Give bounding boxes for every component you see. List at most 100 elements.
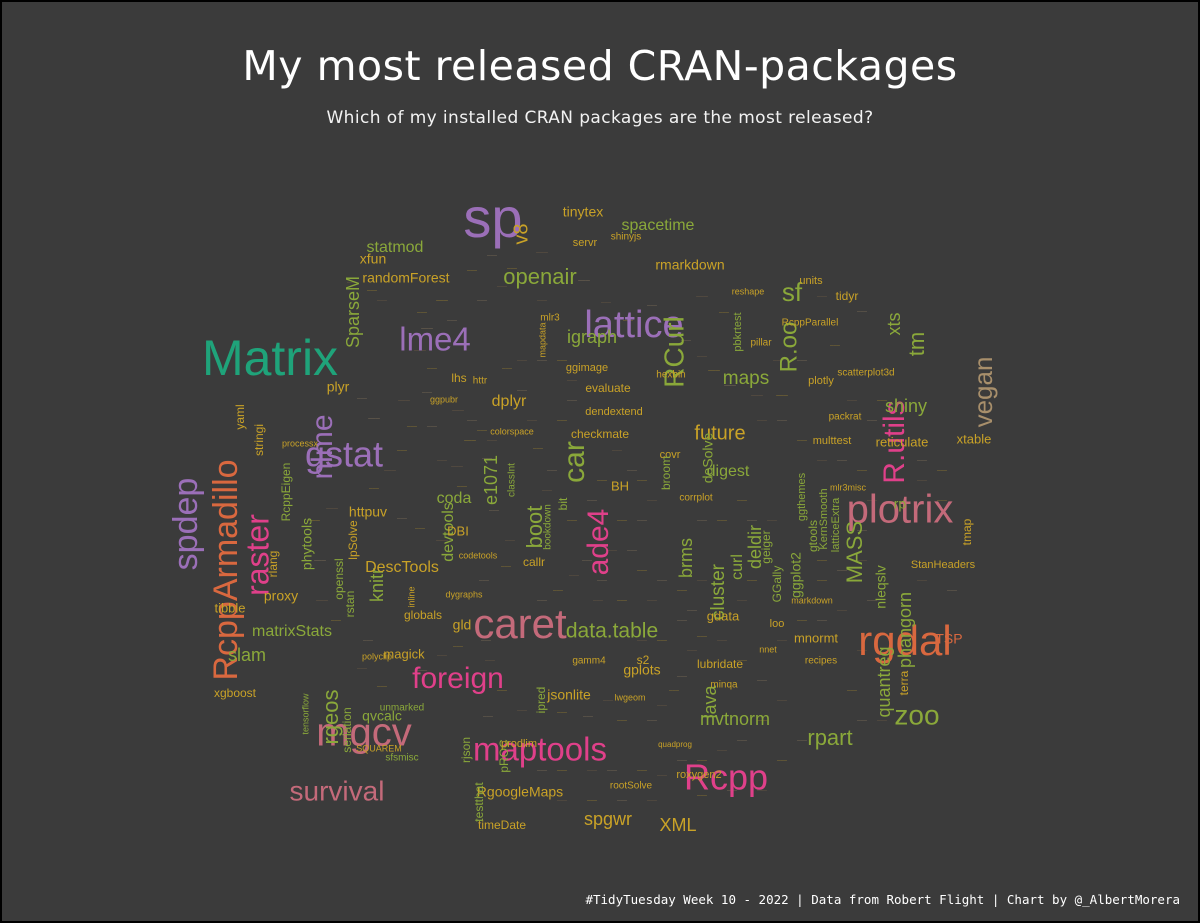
- filler-word: ‒‒‒: [777, 418, 788, 424]
- word-ade4: ade4: [582, 509, 615, 576]
- filler-word: ‒‒‒: [357, 396, 368, 402]
- filler-word: ‒‒‒: [797, 438, 808, 444]
- word-survival: survival: [290, 775, 385, 806]
- filler-word: ‒‒‒: [367, 288, 378, 294]
- filler-word: ‒‒‒: [483, 714, 494, 720]
- word-zoo: zoo: [894, 699, 939, 730]
- filler-word: ‒‒‒: [717, 518, 728, 524]
- word-plyr: plyr: [327, 379, 350, 395]
- filler-word: ‒‒‒: [578, 277, 590, 284]
- filler-word: ‒‒‒: [647, 718, 658, 724]
- filler-word: ‒‒‒: [617, 798, 628, 804]
- filler-word: ‒‒‒: [542, 488, 553, 494]
- filler-word: ‒‒‒: [677, 588, 688, 594]
- word-rcpparmadillo: RcppArmadillo: [207, 459, 245, 680]
- filler-word: ‒‒‒: [482, 456, 493, 462]
- word-dygraphs: dygraphs: [445, 589, 483, 599]
- filler-word: ‒‒‒: [537, 768, 548, 774]
- word-lwgeom: lwgeom: [614, 692, 645, 702]
- filler-word: ‒‒‒: [427, 366, 438, 372]
- word-lava: lava: [700, 685, 720, 719]
- filler-word: ‒‒‒: [637, 638, 648, 644]
- word-devtools: devtools: [440, 502, 457, 562]
- filler-word: ‒‒‒: [547, 468, 558, 474]
- filler-word: ‒‒‒: [437, 653, 448, 659]
- word-inline: inline: [406, 586, 416, 607]
- filler-word: ‒‒‒: [481, 638, 492, 644]
- filler-word: ‒‒‒: [717, 748, 728, 754]
- word-maptools: maptools: [473, 731, 607, 768]
- filler-word: ‒‒‒: [777, 638, 788, 644]
- word-servr: servr: [573, 237, 598, 249]
- filler-word: ‒‒‒: [697, 793, 708, 799]
- filler-word: ‒‒‒: [536, 249, 548, 256]
- word-shinyjs: shinyjs: [611, 232, 642, 243]
- word-knitr: knitr: [367, 568, 387, 602]
- word-cluster: cluster: [708, 563, 729, 620]
- filler-word: ‒‒‒: [427, 424, 438, 430]
- filler-word: ‒‒‒: [505, 538, 516, 544]
- filler-word: ‒‒‒: [817, 458, 828, 464]
- word-dplyr: dplyr: [492, 393, 527, 410]
- filler-word: ‒‒‒: [398, 397, 410, 404]
- filler-word: ‒‒‒: [647, 498, 658, 504]
- filler-word: ‒‒‒: [677, 674, 688, 680]
- filler-word: ‒‒‒: [737, 738, 748, 744]
- filler-word: ‒‒‒: [817, 578, 828, 584]
- filler-word: ‒‒‒: [451, 463, 463, 470]
- word-rcppparallel: RcppParallel: [782, 318, 839, 329]
- filler-word: ‒‒‒: [847, 398, 858, 404]
- word-gtools: gtools: [806, 520, 820, 552]
- word-tibble: tibble: [214, 600, 245, 615]
- filler-word: ‒‒‒: [452, 407, 464, 414]
- filler-word: ‒‒‒: [797, 618, 808, 624]
- filler-word: ‒‒‒: [507, 266, 518, 272]
- word-yaml: yaml: [233, 404, 247, 429]
- filler-word: ‒‒‒: [593, 598, 604, 604]
- word-raster: raster: [239, 514, 275, 596]
- word-httr: httr: [473, 376, 488, 387]
- filler-word: ‒‒‒: [669, 688, 680, 694]
- word-car: car: [558, 441, 591, 483]
- word-tmap: tmap: [960, 518, 974, 545]
- word-matrix: Matrix: [202, 330, 338, 386]
- word-reshape: reshape: [732, 286, 765, 296]
- word-ggally: GGally: [770, 566, 784, 603]
- filler-word: ‒‒‒: [947, 588, 958, 594]
- filler-word: ‒‒‒: [557, 418, 568, 424]
- filler-word: ‒‒‒: [797, 738, 808, 744]
- filler-word: ‒‒‒: [479, 578, 490, 584]
- filler-word: ‒‒‒: [527, 418, 538, 424]
- filler-word: ‒‒‒: [637, 768, 648, 774]
- filler-word: ‒‒‒: [467, 268, 478, 274]
- filler-word: ‒‒‒: [817, 294, 828, 300]
- word-vegan: vegan: [968, 357, 998, 428]
- filler-word: ‒‒‒: [776, 392, 788, 399]
- word-terra: terra: [897, 670, 911, 695]
- filler-word: ‒‒‒: [497, 284, 508, 290]
- chart-caption: #TidyTuesday Week 10 - 2022 | Data from …: [585, 892, 1180, 907]
- filler-word: ‒‒‒: [421, 325, 433, 332]
- word-lme4: lme4: [399, 321, 471, 358]
- filler-word: ‒‒‒: [867, 598, 878, 604]
- filler-word: ‒‒‒: [837, 458, 848, 464]
- word-matrixstats: matrixStats: [252, 623, 332, 640]
- word-statmod: statmod: [367, 239, 424, 256]
- filler-word: ‒‒‒: [502, 366, 513, 372]
- word-rjson: rjson: [459, 737, 473, 763]
- word-coda: coda: [437, 490, 472, 507]
- chart-subtitle: Which of my installed CRAN packages are …: [326, 108, 874, 128]
- filler-word: ‒‒‒: [557, 710, 568, 716]
- filler-word: ‒‒‒: [697, 758, 708, 764]
- filler-word: ‒‒‒: [583, 714, 594, 720]
- filler-word: ‒‒‒: [369, 486, 380, 492]
- filler-word: ‒‒‒: [757, 418, 768, 424]
- word-r-utils: R.utils: [878, 400, 911, 483]
- filler-word: ‒‒‒: [623, 318, 634, 324]
- word-recipes: recipes: [805, 656, 837, 667]
- word-spdep: spdep: [167, 478, 205, 571]
- word-mnormt: mnormt: [794, 630, 838, 645]
- word-openair: openair: [503, 264, 576, 289]
- word-tsp: TSP: [935, 631, 962, 647]
